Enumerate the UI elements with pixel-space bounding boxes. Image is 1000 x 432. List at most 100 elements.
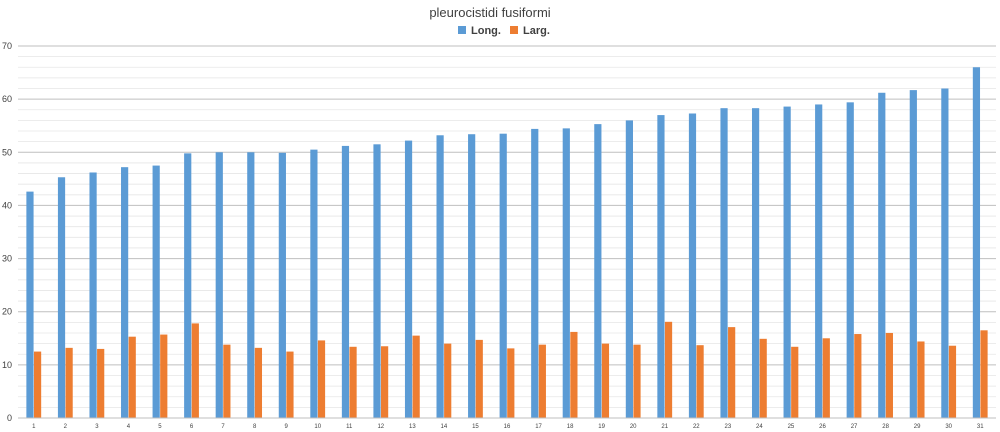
bar-long-29: [909, 90, 917, 418]
legend: Long. Larg.: [458, 25, 550, 37]
bar-larg-31: [980, 330, 988, 418]
bar-long-16: [499, 133, 507, 418]
x-tick-label: 13: [409, 424, 416, 430]
y-tick-label: 30: [2, 254, 12, 264]
bar-larg-24: [759, 338, 767, 418]
x-tick-label: 28: [882, 424, 889, 430]
bar-larg-25: [791, 346, 799, 418]
bar-long-27: [846, 102, 854, 419]
x-axis-ticks: 1 2 3 4 5 6 7 8 9 10 11 12 13 14 15 16 17 18 19 20 21 22 23 24 2…: [32, 424, 984, 430]
legend-label-larg: Larg.: [523, 25, 550, 37]
bar-larg-6: [191, 323, 199, 418]
x-tick-label: 16: [504, 424, 511, 430]
bar-long-23: [720, 108, 728, 419]
bar-larg-16: [507, 348, 515, 418]
bar-larg-5: [160, 334, 168, 418]
bar-larg-28: [885, 332, 893, 418]
x-tick-label: 5: [158, 424, 162, 430]
bar-larg-9: [286, 351, 294, 418]
bar-long-19: [594, 124, 602, 419]
y-tick-label: 0: [7, 413, 12, 423]
x-tick-label: 8: [253, 424, 257, 430]
chart-title: pleurocistidi fusiformi: [429, 5, 550, 20]
bar-long-6: [184, 153, 192, 418]
bar-long-12: [373, 144, 381, 419]
y-tick-label: 40: [2, 200, 12, 210]
x-tick-label: 1: [32, 424, 36, 430]
bar-larg-26: [822, 338, 830, 418]
x-tick-label: 17: [535, 424, 542, 430]
bar-larg-30: [948, 345, 957, 418]
bar-long-3: [89, 172, 97, 418]
x-tick-label: 4: [127, 424, 131, 430]
y-axis-ticks: 0 10 20 30 40 50 60 70: [2, 41, 12, 423]
legend-swatch-long: [458, 26, 466, 34]
bar-long-10: [310, 149, 318, 418]
x-tick-label: 21: [661, 424, 668, 430]
x-tick-label: 31: [977, 424, 984, 430]
x-tick-label: 9: [284, 424, 288, 430]
bar-long-31: [972, 67, 981, 418]
legend-swatch-larg: [510, 26, 518, 34]
y-tick-label: 20: [2, 307, 12, 317]
bar-long-21: [657, 115, 665, 418]
bars: [18, 67, 996, 419]
bar-long-26: [815, 104, 823, 418]
bar-larg-11: [349, 346, 357, 418]
legend-label-long: Long.: [471, 25, 501, 37]
bar-larg-27: [854, 334, 862, 418]
bar-long-25: [783, 106, 791, 418]
bar-long-4: [121, 167, 129, 418]
bar-larg-1: [33, 351, 42, 418]
x-tick-label: 10: [314, 424, 321, 430]
y-tick-label: 10: [2, 360, 12, 370]
bar-larg-15: [475, 339, 483, 418]
x-tick-label: 18: [567, 424, 574, 430]
x-tick-label: 11: [346, 424, 353, 430]
x-tick-label: 30: [945, 424, 952, 430]
x-tick-label: 20: [630, 424, 637, 430]
bar-larg-14: [444, 343, 452, 418]
bar-long-30: [941, 88, 949, 418]
bar-larg-7: [223, 344, 231, 418]
y-tick-label: 60: [2, 94, 12, 104]
bar-larg-22: [696, 345, 704, 418]
bar-long-14: [436, 135, 444, 418]
bar-long-15: [468, 134, 476, 418]
x-tick-label: 24: [756, 424, 763, 430]
bar-larg-17: [538, 344, 546, 418]
bar-larg-18: [570, 331, 578, 418]
bar-long-1: [26, 191, 34, 418]
bar-larg-21: [664, 321, 673, 418]
bar-long-2: [57, 177, 66, 418]
x-tick-label: 14: [441, 424, 448, 430]
x-tick-label: 23: [724, 424, 731, 430]
bar-long-5: [152, 165, 160, 418]
x-tick-label: 15: [472, 424, 479, 430]
x-tick-label: 27: [851, 424, 858, 430]
bar-long-9: [278, 152, 286, 418]
bar-larg-2: [65, 347, 73, 418]
x-tick-label: 22: [693, 424, 700, 430]
bar-long-17: [531, 128, 539, 418]
x-tick-label: 6: [190, 424, 194, 430]
bar-larg-23: [728, 327, 736, 418]
bar-larg-4: [128, 336, 136, 418]
bar-long-7: [215, 152, 223, 419]
bar-larg-20: [633, 344, 641, 418]
bar-long-24: [751, 108, 760, 419]
bar-larg-29: [917, 341, 925, 418]
bar-larg-13: [412, 335, 420, 418]
bar-long-13: [404, 140, 413, 418]
bar-larg-3: [97, 348, 105, 418]
bar-larg-10: [317, 340, 326, 418]
y-tick-label: 70: [2, 41, 12, 51]
x-tick-label: 2: [64, 424, 68, 430]
x-tick-label: 3: [95, 424, 99, 430]
bar-larg-8: [254, 347, 263, 418]
bar-long-22: [688, 113, 697, 419]
bar-larg-19: [601, 343, 610, 418]
bar-long-11: [341, 145, 350, 418]
